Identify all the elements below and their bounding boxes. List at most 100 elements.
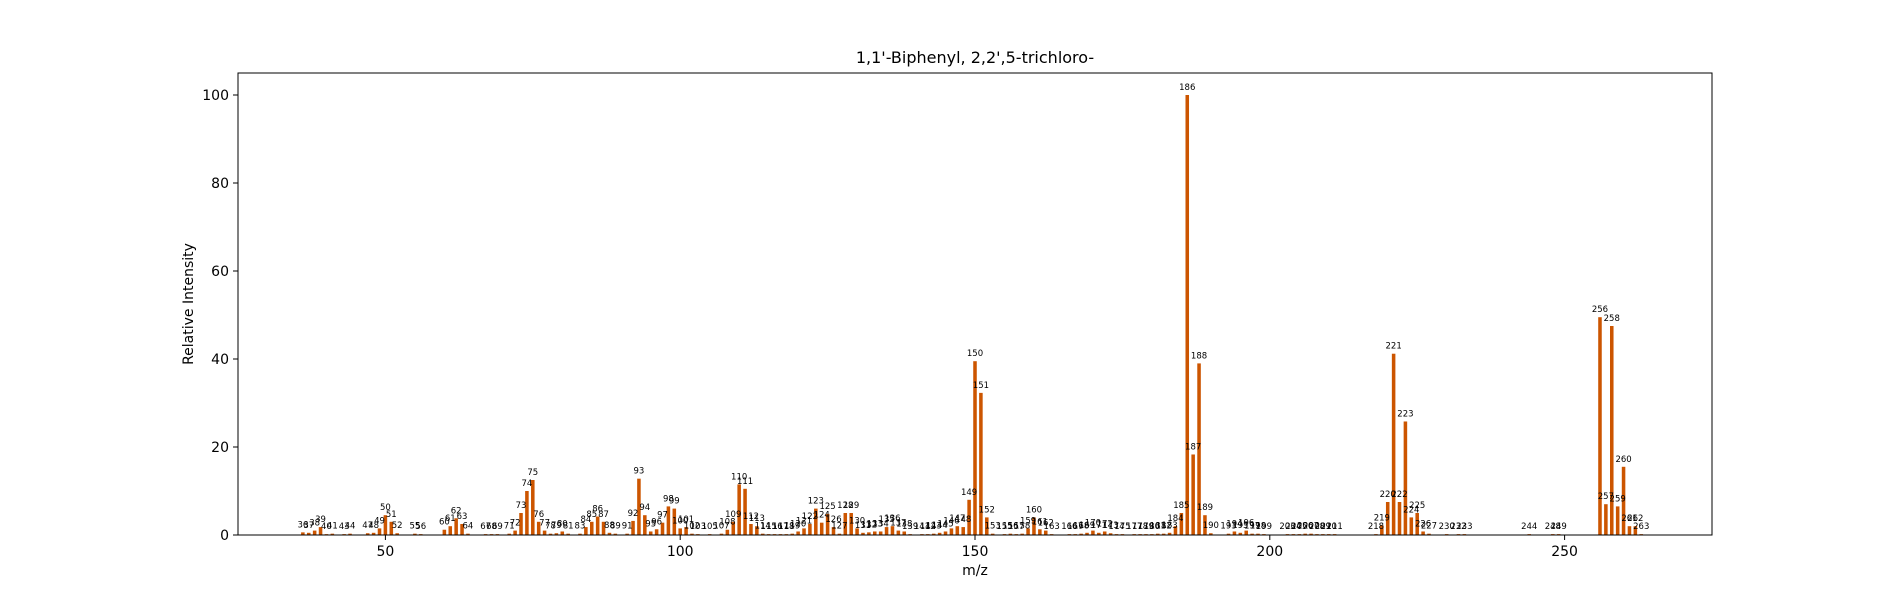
peak-label-207: 207	[1303, 522, 1319, 532]
peak-label-222: 222	[1391, 490, 1407, 500]
peak-label-206: 206	[1297, 522, 1313, 532]
peak-bar-152	[985, 517, 989, 535]
peak-label-68: 68	[486, 522, 497, 532]
peak-label-101: 101	[678, 515, 694, 525]
peak-label-88: 88	[604, 521, 615, 531]
peak-bar-262	[1633, 526, 1638, 535]
peak-label-98: 98	[663, 494, 674, 504]
peak-label-39: 39	[315, 515, 326, 525]
x-tick-label-150: 150	[962, 544, 989, 560]
y-tick-label-20: 20	[211, 440, 229, 456]
peak-label-56: 56	[415, 522, 426, 532]
peak-label-227: 227	[1421, 522, 1437, 532]
peak-bar-188	[1197, 363, 1201, 535]
peak-label-260: 260	[1615, 455, 1631, 465]
peak-bar-92	[631, 520, 635, 535]
peak-label-92: 92	[628, 509, 639, 519]
peak-label-183: 183	[1161, 521, 1177, 531]
peak-bar-145	[943, 531, 948, 535]
peak-label-181: 181	[1150, 522, 1166, 532]
y-tick-label-0: 0	[220, 528, 229, 544]
peak-bar-259	[1615, 506, 1620, 535]
peak-label-94: 94	[639, 503, 650, 513]
peak-bar-72	[513, 530, 517, 535]
peak-bar-222	[1397, 502, 1402, 535]
peak-label-249: 249	[1551, 522, 1567, 532]
peak-bar-151	[979, 392, 983, 535]
peak-label-142: 142	[920, 522, 936, 532]
peak-bar-63	[460, 524, 464, 535]
peak-bar-94	[643, 515, 647, 535]
peak-label-187: 187	[1185, 442, 1201, 452]
peak-label-145: 145	[937, 519, 953, 529]
peak-label-146: 146	[943, 516, 959, 526]
peak-label-72: 72	[510, 519, 521, 529]
peak-bar-227	[1427, 533, 1431, 535]
x-tick-label-100: 100	[667, 544, 694, 560]
peak-label-180: 180	[1144, 522, 1160, 532]
peak-label-244: 244	[1521, 522, 1537, 532]
peak-label-108: 108	[719, 518, 735, 528]
peak-bar-122	[808, 524, 812, 535]
peak-bar-108	[725, 529, 730, 535]
peak-bar-196	[1244, 530, 1248, 535]
peak-label-149: 149	[961, 488, 977, 498]
peak-label-233: 233	[1456, 522, 1472, 532]
peak-label-89: 89	[610, 522, 621, 532]
peak-bar-258	[1610, 326, 1614, 535]
peak-label-199: 199	[1256, 522, 1272, 532]
peak-bar-62	[454, 518, 458, 535]
peak-label-43: 43	[339, 522, 350, 532]
peak-bar-114	[760, 533, 765, 535]
peak-bar-125	[825, 513, 830, 535]
peak-label-79: 79	[551, 521, 562, 531]
peak-bar-169	[1085, 532, 1089, 535]
peak-label-71: 71	[504, 522, 515, 532]
peak-label-210: 210	[1321, 522, 1337, 532]
peak-bar-132	[867, 532, 871, 535]
peak-bar-181	[1156, 533, 1160, 535]
peak-label-93: 93	[634, 467, 645, 477]
peak-bar-98	[666, 506, 671, 535]
peak-label-76: 76	[533, 510, 544, 520]
peak-bar-220	[1385, 502, 1390, 535]
peak-bar-161	[1038, 529, 1042, 535]
peak-bar-261	[1627, 526, 1632, 535]
peak-label-36: 36	[297, 520, 308, 530]
peak-bar-71	[507, 533, 511, 535]
peak-bar-109	[731, 521, 736, 535]
peak-bar-148	[961, 527, 965, 535]
peak-label-109: 109	[725, 510, 741, 520]
peak-bar-223	[1403, 421, 1408, 535]
peak-bar-79	[554, 533, 559, 535]
peak-label-63: 63	[457, 512, 468, 522]
peak-label-161: 161	[1032, 517, 1048, 527]
peak-bar-87	[601, 521, 606, 535]
peak-bar-190	[1209, 533, 1213, 535]
peak-bar-81	[566, 533, 570, 535]
peak-label-163: 163	[1044, 522, 1060, 532]
peak-label-177: 177	[1126, 522, 1142, 532]
peak-bar-168	[1079, 533, 1083, 535]
peak-bar-77	[542, 530, 547, 535]
peak-label-173: 173	[1102, 521, 1118, 531]
peak-label-211: 211	[1327, 522, 1343, 532]
peak-label-136: 136	[884, 514, 900, 524]
peak-bar-121	[802, 528, 806, 535]
peak-bar-206	[1303, 533, 1307, 535]
peak-bar-185	[1179, 513, 1184, 535]
peak-label-118: 118	[778, 522, 794, 532]
peak-bar-75	[531, 480, 535, 535]
peak-label-44: 44	[345, 522, 356, 532]
peak-label-157: 157	[1008, 522, 1024, 532]
peak-label-160: 160	[1026, 505, 1042, 515]
peak-label-139: 139	[902, 522, 918, 532]
peak-bar-88	[607, 532, 612, 535]
peak-bar-41	[330, 533, 335, 535]
peak-bar-129	[849, 513, 853, 535]
peak-bar-150	[973, 361, 977, 535]
peak-label-81: 81	[563, 522, 574, 532]
peak-bar-135	[884, 527, 889, 535]
peak-label-197: 197	[1244, 522, 1260, 532]
peak-bar-138	[902, 531, 907, 535]
